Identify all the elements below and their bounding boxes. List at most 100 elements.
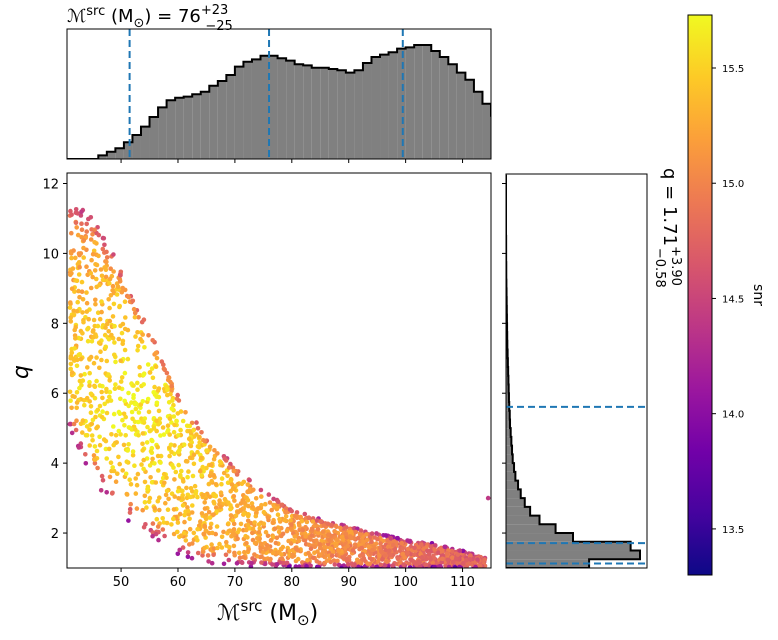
scatter-point [203, 506, 208, 511]
scatter-point [170, 398, 175, 403]
scatter-point [104, 490, 109, 495]
right-histogram-bar [506, 463, 514, 472]
scatter-point [286, 539, 291, 544]
scatter-point [191, 474, 196, 479]
top-histogram-bar [269, 56, 278, 159]
scatter-point [177, 548, 182, 553]
scatter-point [199, 456, 204, 461]
scatter-point [254, 514, 259, 519]
scatter-point [385, 559, 390, 564]
scatter-point [172, 507, 177, 512]
scatter-point [253, 541, 258, 546]
scatter-point [389, 536, 394, 541]
scatter-point [259, 494, 264, 499]
scatter-point [99, 310, 104, 315]
scatter-point [111, 269, 116, 274]
scatter-point [168, 392, 173, 397]
scatter-point [147, 410, 152, 415]
scatter-point [454, 557, 459, 562]
scatter-point [69, 212, 74, 217]
scatter-point [112, 353, 117, 358]
scatter-point [212, 501, 217, 506]
scatter-point [297, 565, 302, 570]
scatter-point [87, 356, 92, 361]
scatter-point [420, 555, 425, 560]
scatter-point [235, 561, 240, 566]
scatter-point [176, 489, 181, 494]
y-axis-label: q [9, 365, 34, 379]
scatter-point [194, 535, 199, 540]
scatter-point [375, 537, 380, 542]
scatter-point [115, 292, 120, 297]
scatter-point [166, 507, 171, 512]
scatter-point [172, 430, 177, 435]
scatter-point [192, 531, 197, 536]
scatter-point [126, 442, 131, 447]
scatter-point [122, 443, 127, 448]
scatter-point [81, 255, 86, 260]
scatter-point [69, 362, 74, 367]
top-histogram-bar [226, 75, 235, 159]
scatter-point [431, 554, 436, 559]
scatter-point [289, 522, 294, 527]
scatter-point [190, 556, 195, 561]
scatter-point [179, 533, 184, 538]
scatter-point [119, 379, 124, 384]
scatter-point [95, 424, 100, 429]
scatter-point [165, 489, 170, 494]
scatter-point [146, 397, 151, 402]
scatter-point [86, 339, 91, 344]
scatter-point [259, 542, 264, 547]
scatter-point [332, 558, 337, 563]
scatter-point [94, 355, 99, 360]
scatter-point [296, 557, 301, 562]
scatter-point [246, 489, 251, 494]
scatter-point [333, 562, 338, 567]
scatter-point [279, 552, 284, 557]
scatter-point [132, 463, 137, 468]
scatter-point [140, 448, 145, 453]
scatter-point [126, 328, 131, 333]
top-histogram-bar [500, 127, 509, 159]
scatter-point [79, 210, 84, 215]
scatter-point [380, 550, 385, 555]
x-axis-label: ℳsrc (M⊙) [217, 597, 318, 629]
scatter-point [87, 371, 92, 376]
scatter-point [285, 528, 290, 533]
scatter-point [117, 337, 122, 342]
scatter-point [98, 443, 103, 448]
scatter-point [266, 515, 271, 520]
scatter-point [112, 324, 117, 329]
scatter-point [218, 505, 223, 510]
scatter-point [243, 495, 248, 500]
scatter-point [141, 382, 146, 387]
scatter-point [140, 508, 145, 513]
scatter-point [412, 553, 417, 558]
scatter-point [93, 396, 98, 401]
scatter-point [98, 349, 103, 354]
scatter-point [211, 512, 216, 517]
scatter-point [95, 466, 100, 471]
scatter-point [162, 367, 167, 372]
x-tick-label: 100 [393, 575, 418, 590]
scatter-point [162, 534, 167, 539]
scatter-point [68, 305, 73, 310]
scatter-point [133, 315, 138, 320]
scatter-point [268, 500, 273, 505]
scatter-point [141, 458, 146, 463]
scatter-point [107, 447, 112, 452]
scatter-point [85, 396, 90, 401]
top-histogram-bar [252, 59, 261, 159]
scatter-point [402, 555, 407, 560]
scatter-point [345, 557, 350, 562]
scatter-point [93, 262, 98, 267]
scatter-point [131, 396, 136, 401]
scatter-point [450, 555, 455, 560]
scatter-point [445, 551, 450, 556]
scatter-point [194, 420, 199, 425]
scatter-point [102, 402, 107, 407]
scatter-point [197, 435, 202, 440]
scatter-point [258, 546, 263, 551]
scatter-point [91, 335, 96, 340]
scatter-point [100, 396, 105, 401]
